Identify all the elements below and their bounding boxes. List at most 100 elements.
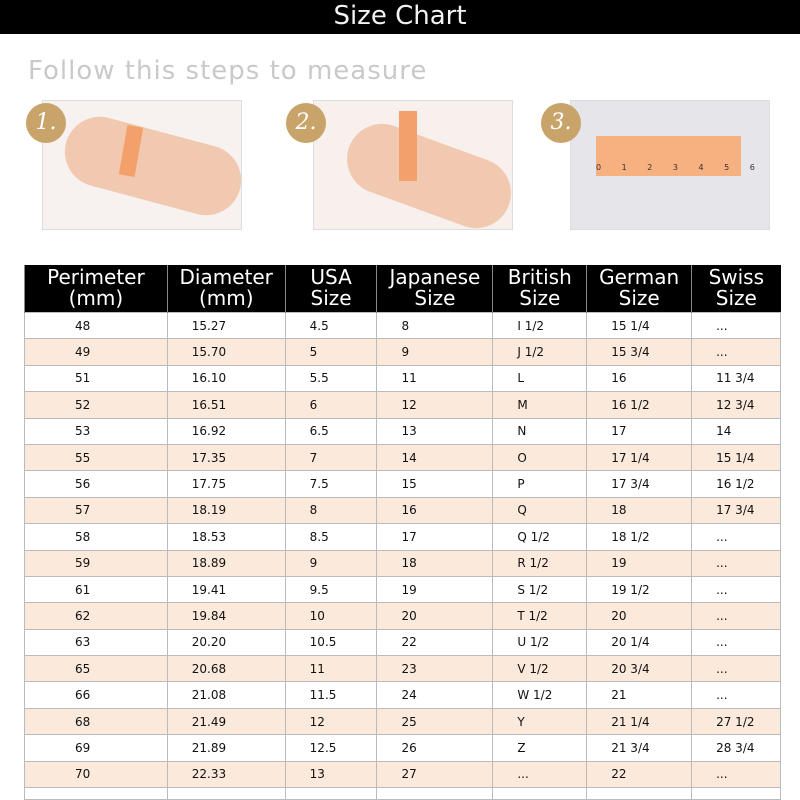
table-cell: 59	[24, 549, 168, 577]
column-header-line: Size	[310, 286, 352, 310]
title-bar: Size Chart	[0, 0, 800, 34]
table-cell: 12.5	[284, 734, 378, 762]
table-cell: ...	[691, 655, 781, 683]
table-cell: 20.20	[166, 628, 286, 657]
table-cell: 20 1/4	[586, 628, 693, 657]
table-cell: 18.19	[166, 496, 286, 525]
table-cell: Z	[492, 734, 588, 762]
column-header-line: Size	[715, 286, 757, 310]
column-header-line: Size	[414, 286, 456, 310]
table-cell: 5.5	[284, 364, 378, 393]
column-header-line: Perimeter	[47, 265, 145, 289]
table-cell: 17	[586, 417, 693, 445]
table-cell: J 1/2	[492, 338, 588, 366]
table-cell: 11	[376, 364, 494, 393]
table-cell: 15	[376, 470, 494, 498]
table-cell: 27 1/2	[691, 707, 781, 736]
table-cell: 56	[24, 470, 168, 498]
table-row: 63 20.20 10.5 22 U 1/2 20 1/4...	[24, 628, 781, 657]
table-cell: ...	[691, 523, 781, 551]
table-cell: ...	[691, 575, 781, 604]
table-cell: 21 1/4	[586, 707, 693, 736]
table-row: 62 19.84 10 20 T 1/2 20...	[24, 602, 781, 630]
table-cell: 63	[24, 628, 168, 657]
table-cell: Q 1/2	[492, 523, 588, 551]
table-cell: 11	[284, 655, 378, 683]
table-cell: ...	[691, 549, 781, 577]
table-row: 59 18.89 9 18 R 1/2 19...	[24, 549, 781, 577]
table-cell: 21.49	[166, 707, 286, 736]
step-1-image	[42, 100, 242, 230]
table-cell: 8.5	[284, 523, 378, 551]
table-cell: 19	[376, 575, 494, 604]
column-header: Diameter (mm)	[166, 265, 286, 313]
table-cell: 20 3/4	[586, 655, 693, 683]
table-cell: 19	[586, 549, 693, 577]
table-cell: 62	[24, 602, 168, 630]
table-cell: Q	[492, 496, 588, 525]
step-number: 3.	[541, 103, 581, 143]
table-cell: 9	[376, 338, 494, 366]
table-cell: 61	[24, 575, 168, 604]
table-cell: 17 3/4	[586, 470, 693, 498]
table-cell: ...	[691, 311, 781, 340]
table-cell: 18.89	[166, 549, 286, 577]
table-cell: ...	[691, 681, 781, 709]
column-header-line: Size	[618, 286, 660, 310]
table-cell: 20	[586, 602, 693, 630]
column-header-line: (mm)	[198, 286, 254, 310]
page-title: Size Chart	[333, 1, 467, 31]
column-header-line: Swiss	[708, 265, 765, 289]
table-cell: 15 1/4	[586, 311, 693, 340]
column-header-line: Size	[519, 286, 561, 310]
table-footer-row	[24, 787, 781, 800]
table-cell: O	[492, 443, 588, 472]
table-cell: N	[492, 417, 588, 445]
column-header: Japanese Size	[376, 265, 493, 313]
table-cell: 16 1/2	[586, 391, 693, 419]
table-cell: 8	[376, 311, 494, 340]
table-cell: S 1/2	[492, 575, 588, 604]
column-header: British Size	[492, 265, 587, 313]
step-2-image	[313, 100, 513, 230]
table-cell: 6	[284, 391, 378, 419]
table-cell: 20.68	[166, 655, 286, 683]
table-cell: 69	[24, 734, 168, 762]
table-cell: ...	[691, 760, 781, 789]
table-cell: 11.5	[284, 681, 378, 709]
table-row: 69 21.89 12.5 26 Z 21 3/4 28 3/4	[24, 734, 781, 762]
table-cell: 9.5	[284, 575, 378, 604]
column-header-line: Japanese	[389, 265, 481, 289]
table-cell: W 1/2	[492, 681, 588, 709]
table-cell: R 1/2	[492, 549, 588, 577]
table-cell: 52	[24, 391, 168, 419]
step-number: 2.	[286, 103, 326, 143]
table-cell: I 1/2	[492, 311, 588, 340]
column-header-line: British	[507, 265, 572, 289]
table-cell: 27	[376, 760, 494, 789]
table-cell: P	[492, 470, 588, 498]
table-cell: 16.92	[166, 417, 286, 445]
table-cell: 10.5	[284, 628, 378, 657]
table-row: 55 17.35 7 14 O 17 1/4 15 1/4	[24, 443, 781, 472]
table-cell: 17.75	[166, 470, 286, 498]
table-cell: 21 3/4	[586, 734, 693, 762]
table-cell: 21	[586, 681, 693, 709]
table-cell: 21.08	[166, 681, 286, 709]
table-cell: 16.10	[166, 364, 286, 393]
table-cell: 17 3/4	[691, 496, 781, 525]
table-cell: 17.35	[166, 443, 286, 472]
table-cell: 6.5	[284, 417, 378, 445]
table-cell: 22.33	[166, 760, 286, 789]
table-cell: ...	[691, 602, 781, 630]
table-cell: 4.5	[284, 311, 378, 340]
ruler-labels: 0 1 2 3 4 5 6	[596, 163, 764, 172]
table-cell: U 1/2	[492, 628, 588, 657]
table-cell: 17	[376, 523, 494, 551]
table-cell: 18.53	[166, 523, 286, 551]
column-header-line: (mm)	[68, 286, 124, 310]
table-cell: 13	[376, 417, 494, 445]
table-cell: 57	[24, 496, 168, 525]
column-header: USA Size	[284, 265, 377, 313]
table-cell: L	[492, 364, 588, 393]
